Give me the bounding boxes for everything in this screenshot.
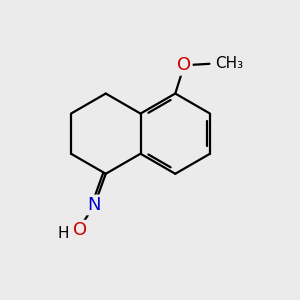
Text: H: H xyxy=(58,226,69,241)
Text: N: N xyxy=(88,196,101,214)
Text: O: O xyxy=(177,56,191,74)
Text: O: O xyxy=(73,221,87,239)
Text: CH₃: CH₃ xyxy=(215,56,243,71)
